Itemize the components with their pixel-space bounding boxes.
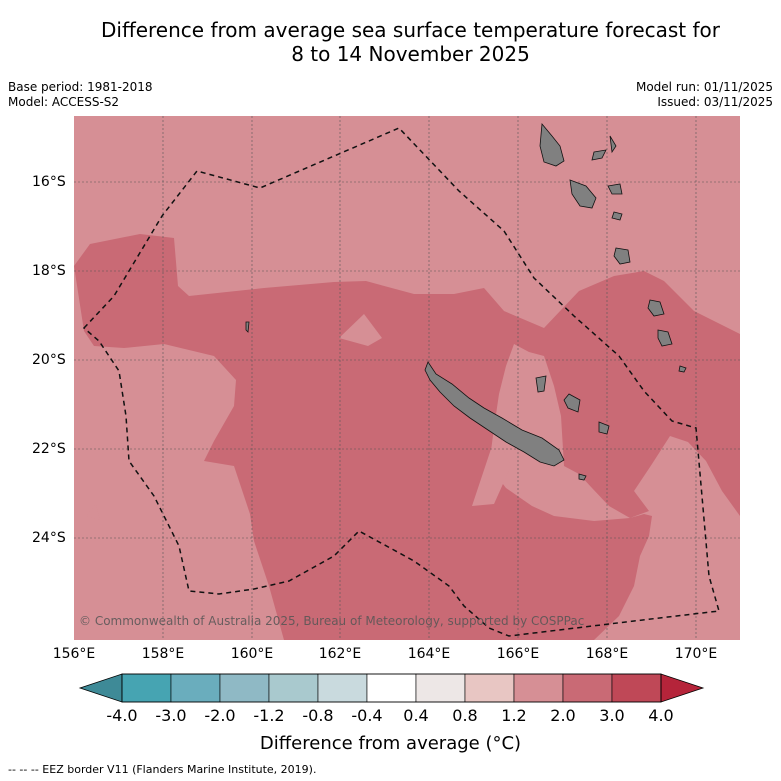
anomaly-region-high [74,234,740,640]
vanuatu-islands [607,183,623,195]
vanuatu-islands [647,299,665,317]
colorbar-tick: 0.4 [403,706,429,725]
colorbar-tick: -0.4 [351,706,383,725]
title-line-2: 8 to 14 November 2025 [291,42,530,66]
colorbar-frame [121,673,662,703]
vanuatu-islands [678,365,687,373]
colorbar-cell [415,673,466,703]
colorbar-tick: -3.0 [155,706,187,725]
vanuatu-islands [613,247,631,265]
vanuatu-islands [611,211,623,221]
sst-anomaly-map [74,116,740,640]
colorbar-cell [317,673,368,703]
loyalty-islands [535,375,547,393]
meta-right: Model run: 01/11/2025 Issued: 03/11/2025 [636,80,773,110]
graticule [74,116,740,640]
model-run: Model run: 01/11/2025 [635,80,773,94]
lat-label-24s: 24°S [32,530,66,546]
land-masses [245,123,687,481]
colorbar-cell [611,673,662,703]
vanuatu-islands [657,329,673,347]
matthew-island [578,473,587,481]
eez-footnote: -- -- -- EEZ border V11 (Flanders Marine… [8,763,317,776]
lat-label-20s: 20°S [32,352,66,368]
map-title: Difference from average sea surface temp… [0,18,781,66]
lon-label-170e: 170°E [674,646,718,662]
lat-label-16s: 16°S [32,174,66,190]
colorbar-cell [121,673,172,703]
meta-left: Base period: 1981-2018 Model: ACCESS-S2 [8,80,153,110]
lon-label-156e: 156°E [52,646,96,662]
copyright-notice: © Commonwealth of Australia 2025, Bureau… [79,614,585,628]
colorbar [78,673,705,703]
colorbar-cells [121,673,662,703]
colorbar-under-arrow [78,673,123,703]
anomaly-island [86,504,100,520]
colorbar-tick: 2.0 [550,706,576,725]
colorbar-tick: 4.0 [648,706,674,725]
colorbar-tick: -1.2 [253,706,285,725]
lon-label-162e: 162°E [318,646,362,662]
colorbar-tick: -2.0 [204,706,236,725]
new-caledonia-island [424,361,565,467]
lon-label-158e: 158°E [141,646,185,662]
map-svg [74,116,740,640]
colorbar-tick: 3.0 [599,706,625,725]
colorbar-tick: 0.8 [452,706,478,725]
colorbar-cell [562,673,613,703]
colorbar-cell [268,673,319,703]
lon-label-164e: 164°E [407,646,451,662]
lon-label-166e: 166°E [496,646,540,662]
eez-border [82,127,720,637]
chesterfield-islet [245,321,250,333]
colorbar-tick: 1.2 [501,706,527,725]
colorbar-cell [464,673,515,703]
lon-label-168e: 168°E [585,646,629,662]
issued-date: Issued: 03/11/2025 [657,95,773,109]
colorbar-label: Difference from average (°C) [259,733,522,754]
colorbar-cell [366,673,417,703]
lon-label-160e: 160°E [230,646,274,662]
colorbar-tick: -4.0 [106,706,138,725]
vanuatu-islands [539,123,565,167]
colorbar-over-arrow [660,673,705,703]
model-name: Model: ACCESS-S2 [8,95,120,109]
vanuatu-islands [609,135,617,154]
anomaly-island [339,314,382,346]
colorbar-cell [170,673,221,703]
lat-label-18s: 18°S [32,263,66,279]
colorbar-cell [513,673,564,703]
vanuatu-islands [591,149,607,161]
vanuatu-islands [569,179,597,209]
lat-label-22s: 22°S [32,441,66,457]
base-period: Base period: 1981-2018 [8,80,153,94]
loyalty-islands [598,421,610,435]
colorbar-tick: -0.8 [302,706,334,725]
title-line-1: Difference from average sea surface temp… [100,18,720,42]
loyalty-islands [563,393,581,413]
colorbar-cell [219,673,270,703]
anomaly-island [472,434,511,506]
